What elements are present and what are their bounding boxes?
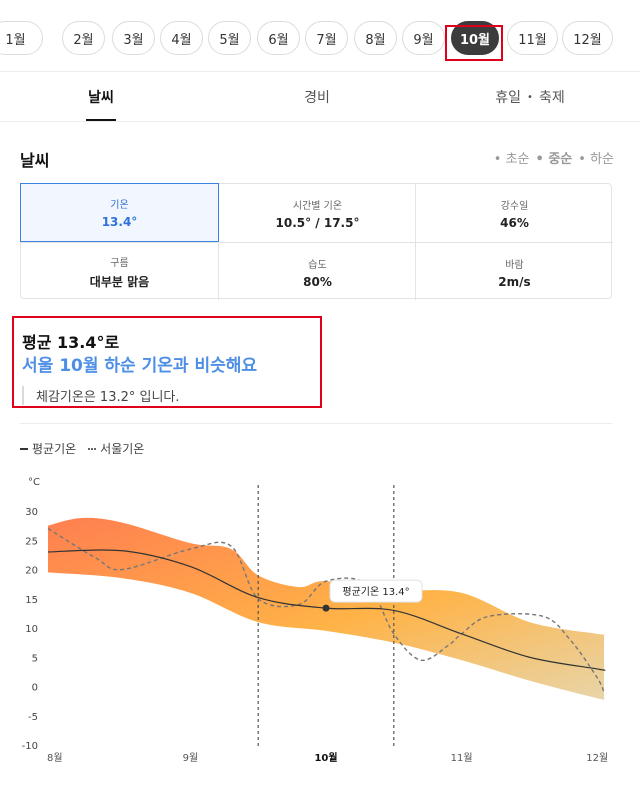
chart-legend: 평균기온 서울기온 <box>20 440 144 457</box>
stat-label: 구름 <box>110 258 129 269</box>
period-bullet: • <box>493 152 502 167</box>
marker-tooltip-box <box>329 579 423 603</box>
stat-wind[interactable]: 바람 2m/s <box>416 243 613 301</box>
active-tab-indicator <box>86 119 116 121</box>
legend-item-average: 평균기온 <box>20 440 76 457</box>
tab-weather-label: 날씨 <box>88 90 114 106</box>
x-tick-label: 11월 <box>451 752 473 764</box>
y-tick-label: 20 <box>25 566 38 577</box>
tab-budget-label: 경비 <box>304 90 330 106</box>
summary-average: 평균 13.4°로 <box>22 333 120 352</box>
month-pill[interactable]: 1월 <box>0 21 43 55</box>
stat-value: 10.5° / 17.5° <box>275 215 360 230</box>
month-pill[interactable]: 10월 <box>451 21 499 55</box>
temperature-chart: °C 30 25 20 15 10 5 0 -5 -10 8월 9월 10월 11월 12월 평균기온 13.… <box>22 477 609 764</box>
stat-cloud[interactable]: 구름 대부분 맑음 <box>21 243 218 301</box>
stat-temperature[interactable]: 기온 13.4° <box>20 183 219 242</box>
stat-value: 2m/s <box>498 274 531 289</box>
x-tick-label: 8월 <box>47 752 63 764</box>
section-title: 날씨 <box>20 151 50 170</box>
legend-label: 서울기온 <box>100 442 145 456</box>
month-pill[interactable]: 12월 <box>562 21 613 55</box>
y-tick-label: 30 <box>25 507 38 518</box>
x-tick-label: 12월 <box>586 752 608 764</box>
legend-label: 평균기온 <box>32 442 77 456</box>
period-mid-label: 중순 <box>548 152 573 167</box>
period-early[interactable]: • 초순 <box>494 148 530 167</box>
month-pill[interactable]: 6월 <box>257 21 300 55</box>
period-selector: • 초순 • 중순 • 하순 <box>494 148 614 167</box>
tab-budget[interactable]: 경비 <box>262 72 372 122</box>
tab-separator: • <box>527 91 533 103</box>
period-late[interactable]: • 하순 <box>578 148 614 167</box>
stat-label: 습도 <box>308 259 327 271</box>
stat-label: 바람 <box>505 259 524 271</box>
weather-stats-grid: 기온 13.4° 시간별 기온 10.5° / 17.5° 강수일 46% 구름… <box>20 183 613 301</box>
y-tick-label: 10 <box>25 624 38 635</box>
month-pill[interactable]: 7월 <box>305 21 348 55</box>
y-tick-label: -10 <box>22 741 38 752</box>
y-tick-label: 5 <box>32 653 38 664</box>
tab-weather[interactable]: 날씨 <box>46 72 156 122</box>
x-tick-label: 9월 <box>183 752 199 764</box>
stat-label: 강수일 <box>500 200 529 212</box>
section-divider <box>20 423 612 424</box>
period-bullet: • <box>535 152 544 167</box>
stat-value: 80% <box>303 274 332 289</box>
stat-value: 13.4° <box>101 215 138 229</box>
month-pill[interactable]: 2월 <box>62 21 105 55</box>
grid-divider <box>21 242 613 243</box>
series-line-average <box>47 549 606 671</box>
period-bullet: • <box>578 152 586 167</box>
legend-swatch-solid <box>20 447 28 450</box>
period-late-label: 하순 <box>590 152 614 167</box>
y-tick-label: -5 <box>28 712 38 723</box>
month-pill[interactable]: 8월 <box>354 21 397 55</box>
month-pill[interactable]: 4월 <box>160 21 203 55</box>
tab-festivals-label: 축제 <box>538 90 565 106</box>
tab-holidays-label: 휴일 <box>495 90 522 106</box>
stat-value: 46% <box>500 215 529 230</box>
x-tick-label: 10월 <box>314 752 337 764</box>
stat-label: 기온 <box>110 200 129 211</box>
stat-value: 대부분 맑음 <box>89 275 150 289</box>
legend-swatch-dashed <box>88 447 97 450</box>
stat-label: 시간별 기온 <box>292 200 343 212</box>
summary-comparison: 서울 10월 하순 기온과 비슷해요 <box>22 356 258 376</box>
y-tick-label: 0 <box>32 683 38 694</box>
month-pill[interactable]: 9월 <box>402 21 445 55</box>
tab-bar: 날씨 경비 휴일 • 축제 <box>0 72 640 122</box>
month-pill[interactable]: 11월 <box>507 21 558 55</box>
stat-hourly-temperature[interactable]: 시간별 기온 10.5° / 17.5° <box>219 184 416 242</box>
legend-item-seoul: 서울기온 <box>88 440 144 457</box>
y-axis-unit: °C <box>28 477 40 488</box>
month-pill[interactable]: 3월 <box>112 21 155 55</box>
tab-holidays-festivals[interactable]: 휴일 • 축제 <box>470 72 590 122</box>
average-marker-point <box>322 604 330 612</box>
y-tick-label: 25 <box>25 536 38 547</box>
marker-tooltip-label: 평균기온 13.4° <box>342 586 409 598</box>
period-early-label: 초순 <box>505 152 530 167</box>
period-mid[interactable]: • 중순 <box>536 148 573 167</box>
stat-humidity[interactable]: 습도 80% <box>219 243 416 301</box>
summary-feels-like: 체감기온은 13.2° 입니다. <box>22 386 180 405</box>
month-selector: 1월 2월 3월 4월 5월 6월 7월 8월 9월 10월 11월 12월 <box>0 0 640 72</box>
y-tick-label: 15 <box>25 595 38 606</box>
stat-precipitation-days[interactable]: 강수일 46% <box>416 184 613 242</box>
month-pill[interactable]: 5월 <box>208 21 251 55</box>
